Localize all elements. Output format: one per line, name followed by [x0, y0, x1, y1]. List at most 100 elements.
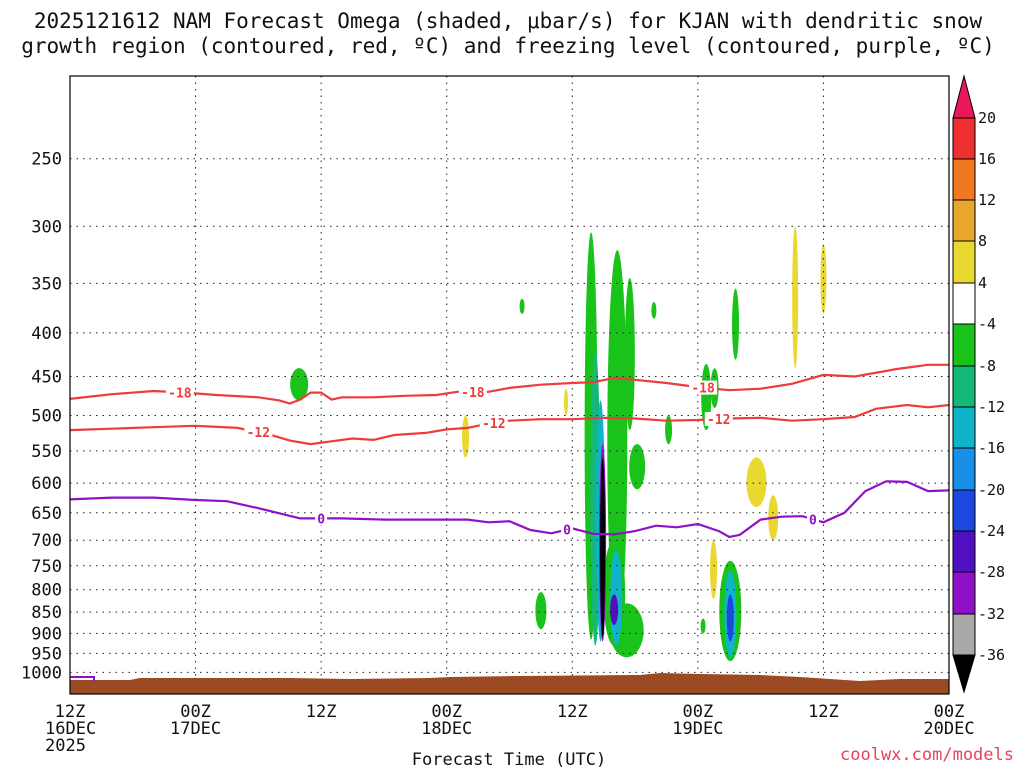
y-tick-label: 900	[31, 624, 62, 644]
x-tick-label: 17DEC	[170, 719, 221, 739]
x-tick-label: 12Z	[55, 702, 86, 722]
colorbar-label: -16	[978, 439, 1005, 457]
colorbar-label: 16	[978, 150, 996, 168]
colorbar-swatch	[952, 571, 976, 615]
colorbar-label: -4	[978, 315, 996, 333]
x-tick-label: 16DEC	[45, 719, 96, 739]
omega-blob-green-11	[607, 250, 628, 634]
colorbar-swatch	[952, 530, 976, 573]
colorbar-swatch	[952, 282, 976, 325]
y-tick-label: 700	[31, 531, 62, 551]
omega-blob-yellow-1	[820, 244, 827, 314]
omega-blob-green-3	[732, 288, 740, 360]
colorbar-label: -28	[978, 563, 1005, 581]
plot-frame	[69, 75, 950, 695]
contour-line	[69, 403, 950, 446]
contour-line	[69, 480, 950, 539]
x-axis-label: Forecast Time (UTC)	[412, 750, 606, 768]
colorbar-swatch	[952, 199, 976, 242]
colorbar-label: -32	[978, 605, 1005, 623]
x-tick-label: 18DEC	[421, 719, 472, 739]
omega-blob-green-9	[535, 592, 547, 630]
x-tick-label: 00Z	[431, 702, 462, 722]
contour-label: 0	[317, 512, 325, 527]
colorbar-label: -8	[978, 357, 996, 375]
y-tick-label: 800	[31, 581, 62, 601]
contour-label: 0	[809, 513, 817, 528]
contour-label-bg	[244, 425, 273, 440]
colorbar-label: -24	[978, 522, 1005, 540]
x-tick-label: 00Z	[682, 702, 713, 722]
contour-label: -12	[247, 426, 270, 441]
omega-blob-green-6	[665, 415, 673, 445]
omega-blob-green-8	[700, 618, 706, 634]
contour-label-bg	[704, 411, 733, 426]
x-tick-label: 2025	[45, 736, 86, 756]
omega-blob-green-7	[629, 444, 646, 490]
y-tick-label: 550	[31, 442, 62, 462]
omega-blob-green-0	[651, 301, 657, 319]
contour-label-bg	[165, 385, 194, 400]
omega-blob-core-4	[726, 594, 734, 642]
colorbar-label: -12	[978, 398, 1005, 416]
colorbar-label: 12	[978, 191, 996, 209]
contour-label: -12	[707, 413, 730, 428]
contour-label-bg	[458, 384, 487, 399]
y-tick-label: 600	[31, 474, 62, 494]
chart-title-line1: 2025121612 NAM Forecast Omega (shaded, μ…	[34, 9, 983, 33]
colorbar-label: -20	[978, 481, 1005, 499]
colorbar-swatch	[952, 365, 976, 408]
contour-label-bg	[806, 512, 819, 527]
y-tick-label: 250	[31, 150, 62, 170]
contour-label: -12	[482, 417, 505, 432]
colorbar-swatch	[952, 74, 976, 119]
contour-label-bg	[689, 380, 718, 395]
omega-blob-green-1	[519, 298, 525, 314]
contour-label-bg	[561, 522, 574, 537]
colorbar-swatch	[952, 613, 976, 656]
omega-blob-yellow-4	[746, 457, 767, 508]
colorbar-label: 4	[978, 274, 987, 292]
x-tick-label: 12Z	[557, 702, 588, 722]
y-tick-label: 950	[31, 644, 62, 664]
x-tick-label: 12Z	[306, 702, 337, 722]
contour-label: -18	[168, 386, 192, 401]
colorbar-label: 8	[978, 232, 987, 250]
colorbar-swatch	[952, 323, 976, 367]
plot-area: -18 -18 -18 -12 -12 -12 0 0 0	[69, 75, 950, 695]
colorbar: 20 16 12 8 4 -4 -8 -12 -16 -20 -24 -28 -32 -36	[952, 74, 1005, 694]
y-tick-label: 300	[31, 217, 62, 237]
omega-blob-yellow-6	[710, 540, 718, 599]
y-tick-label: 400	[31, 324, 62, 344]
contour-label-bg	[479, 415, 508, 430]
omega-blob-green-12	[624, 278, 635, 431]
omega-blob-core-7	[600, 457, 606, 638]
y-tick-label: 350	[31, 274, 62, 294]
omega-blob-yellow-0	[792, 226, 799, 369]
y-tick-label: 500	[31, 407, 62, 427]
contour-label: 0	[563, 524, 571, 539]
x-tick-label: 00Z	[180, 702, 211, 722]
colorbar-label: -36	[978, 646, 1005, 664]
x-tick-label: 19DEC	[672, 719, 723, 739]
colorbar-swatch	[952, 158, 976, 201]
colorbar-label: 20	[978, 109, 996, 127]
y-tick-label: 650	[31, 504, 62, 524]
contour-lines: -18 -18 -18 -12 -12 -12 0 0 0	[69, 363, 950, 539]
omega-blob-yellow-3	[462, 415, 470, 458]
contour-line	[69, 363, 949, 405]
x-tick-label: 12Z	[808, 702, 839, 722]
colorbar-swatch	[952, 406, 976, 449]
omega-blob-core-5	[610, 594, 619, 626]
y-tick-label: 850	[31, 603, 62, 623]
terrain-ground	[70, 673, 949, 694]
chart-title-line2: growth region (contoured, red, ºC) and f…	[21, 34, 995, 58]
colorbar-swatch	[952, 117, 976, 160]
omega-blob-yellow-2	[564, 388, 569, 416]
sfc-freezing-level-stub	[70, 676, 95, 681]
colorbar-swatch	[952, 654, 976, 694]
contour-label: -18	[461, 386, 485, 401]
omega-shading	[290, 226, 827, 662]
